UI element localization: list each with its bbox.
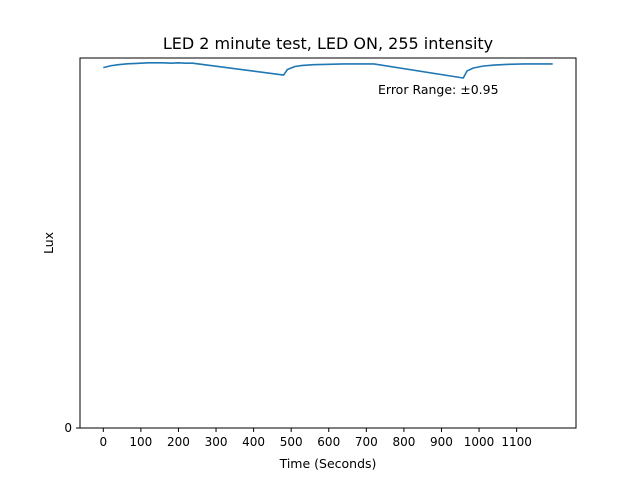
error-range-annotation: Error Range: ±0.95 (378, 82, 499, 97)
x-tick-label: 400 (242, 435, 265, 449)
y-axis-ticks: 0 (64, 421, 80, 435)
x-tick-label: 1000 (464, 435, 495, 449)
y-axis-label: Lux (41, 232, 56, 254)
x-tick-label: 500 (280, 435, 303, 449)
x-tick-label: 800 (392, 435, 415, 449)
x-axis-label: Time (Seconds) (279, 456, 377, 471)
plot-frame (79, 57, 577, 429)
y-tick-label: 0 (64, 421, 72, 435)
series-layer (103, 62, 553, 79)
x-tick-label: 900 (430, 435, 453, 449)
x-axis-ticks: 0 100 200 300 400 500 600 700 800 900 1000 1100 (99, 428, 532, 449)
series-line (103, 62, 553, 79)
x-tick-label: 100 (129, 435, 152, 449)
x-tick-label: 200 (167, 435, 190, 449)
x-tick-label: 1100 (501, 435, 532, 449)
chart-title: LED 2 minute test, LED ON, 255 intensity (163, 34, 493, 53)
x-tick-label: 0 (99, 435, 107, 449)
x-tick-label: 600 (317, 435, 340, 449)
x-tick-label: 300 (205, 435, 228, 449)
x-tick-label: 700 (355, 435, 378, 449)
